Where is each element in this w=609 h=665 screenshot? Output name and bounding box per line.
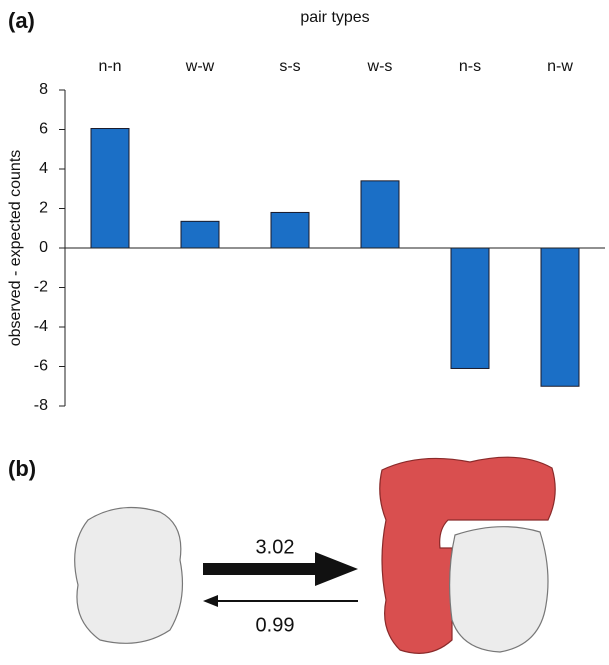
x-axis-title: pair types [300, 9, 369, 26]
plot: -8 -6 -4 -2 0 2 4 6 8 n-n w-w s-s w-s n-s n-w [34, 58, 580, 414]
x-tick-label: n-n [98, 58, 121, 75]
bar [180, 220, 220, 249]
x-tick-label: n-w [547, 58, 573, 75]
x-tick-label: s-s [279, 58, 300, 75]
x-tick-label: w-s [367, 58, 393, 75]
bar [270, 211, 310, 249]
bar [360, 180, 400, 249]
y-axis-title: observed - expected counts [7, 150, 24, 347]
protein-monomer [74, 506, 184, 644]
y-tick-label: -8 [34, 397, 48, 414]
y-tick-label: -2 [34, 279, 48, 296]
bar [540, 247, 580, 387]
x-tick-label: n-s [459, 58, 481, 75]
panel-label: (b) [8, 456, 36, 481]
bar [90, 128, 130, 249]
y-tick-label: 8 [39, 81, 48, 98]
forward-rate: 3.02 [256, 536, 295, 558]
y-tick-label: 2 [39, 200, 48, 217]
x-tick-label: w-w [185, 58, 215, 75]
y-tick-label: 0 [39, 239, 48, 256]
protein-complex-gray [449, 526, 549, 653]
panel-label: (a) [8, 8, 35, 33]
y-tick-label: 4 [39, 160, 48, 177]
reverse-arrowhead [203, 595, 218, 607]
y-tick-label: -4 [34, 318, 48, 335]
bar [450, 247, 490, 369]
y-tick-label: -6 [34, 358, 48, 375]
reverse-rate: 0.99 [256, 614, 295, 636]
protein-complex-red [379, 456, 556, 654]
forward-arrow [203, 552, 358, 586]
y-tick-label: 6 [39, 121, 48, 138]
